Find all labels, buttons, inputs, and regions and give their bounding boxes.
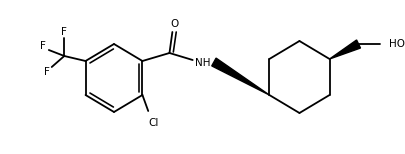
Polygon shape <box>329 40 360 59</box>
Text: F: F <box>61 27 67 37</box>
Text: O: O <box>170 19 178 29</box>
Text: Cl: Cl <box>149 118 159 128</box>
Text: NH: NH <box>194 58 209 68</box>
Text: F: F <box>40 41 46 51</box>
Text: F: F <box>44 67 50 77</box>
Polygon shape <box>211 58 269 95</box>
Text: HO: HO <box>388 39 405 49</box>
